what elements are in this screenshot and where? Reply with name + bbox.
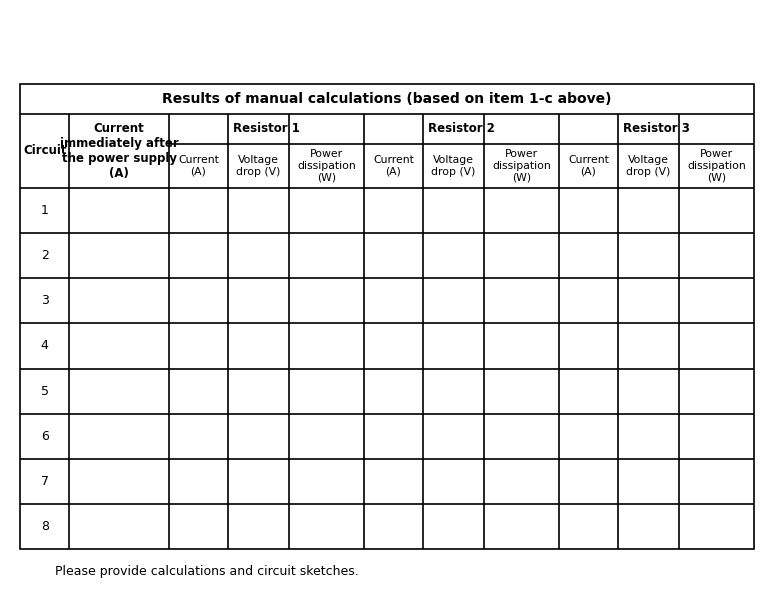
Text: Resistor 1: Resistor 1: [233, 123, 300, 136]
Text: 4: 4: [41, 340, 49, 352]
Text: 6: 6: [41, 430, 49, 443]
Text: Power
dissipation
(W): Power dissipation (W): [492, 149, 551, 182]
Text: Voltage
drop (V): Voltage drop (V): [431, 155, 475, 177]
Text: Current
(A): Current (A): [178, 155, 219, 177]
Text: Power
dissipation
(W): Power dissipation (W): [687, 149, 746, 182]
Text: Resistor 3: Resistor 3: [623, 123, 690, 136]
Text: 5: 5: [41, 384, 49, 397]
Bar: [20, 84, 754, 549]
Text: Current
immediately after
the power supply
(A): Current immediately after the power supp…: [60, 122, 179, 180]
Text: Results of manual calculations (based on item 1-c above): Results of manual calculations (based on…: [163, 92, 611, 106]
Text: Resistor 2: Resistor 2: [428, 123, 495, 136]
Text: 1: 1: [41, 204, 49, 217]
Text: Please provide calculations and circuit sketches.: Please provide calculations and circuit …: [55, 565, 359, 578]
Text: Circuit: Circuit: [23, 144, 67, 158]
Text: Current
(A): Current (A): [373, 155, 414, 177]
Text: Power
dissipation
(W): Power dissipation (W): [297, 149, 356, 182]
Text: 2: 2: [41, 249, 49, 262]
Text: 3: 3: [41, 294, 49, 308]
Text: Current
(A): Current (A): [568, 155, 609, 177]
Text: 8: 8: [41, 520, 49, 533]
Text: Voltage
drop (V): Voltage drop (V): [626, 155, 670, 177]
Text: 7: 7: [41, 475, 49, 488]
Text: Voltage
drop (V): Voltage drop (V): [236, 155, 281, 177]
